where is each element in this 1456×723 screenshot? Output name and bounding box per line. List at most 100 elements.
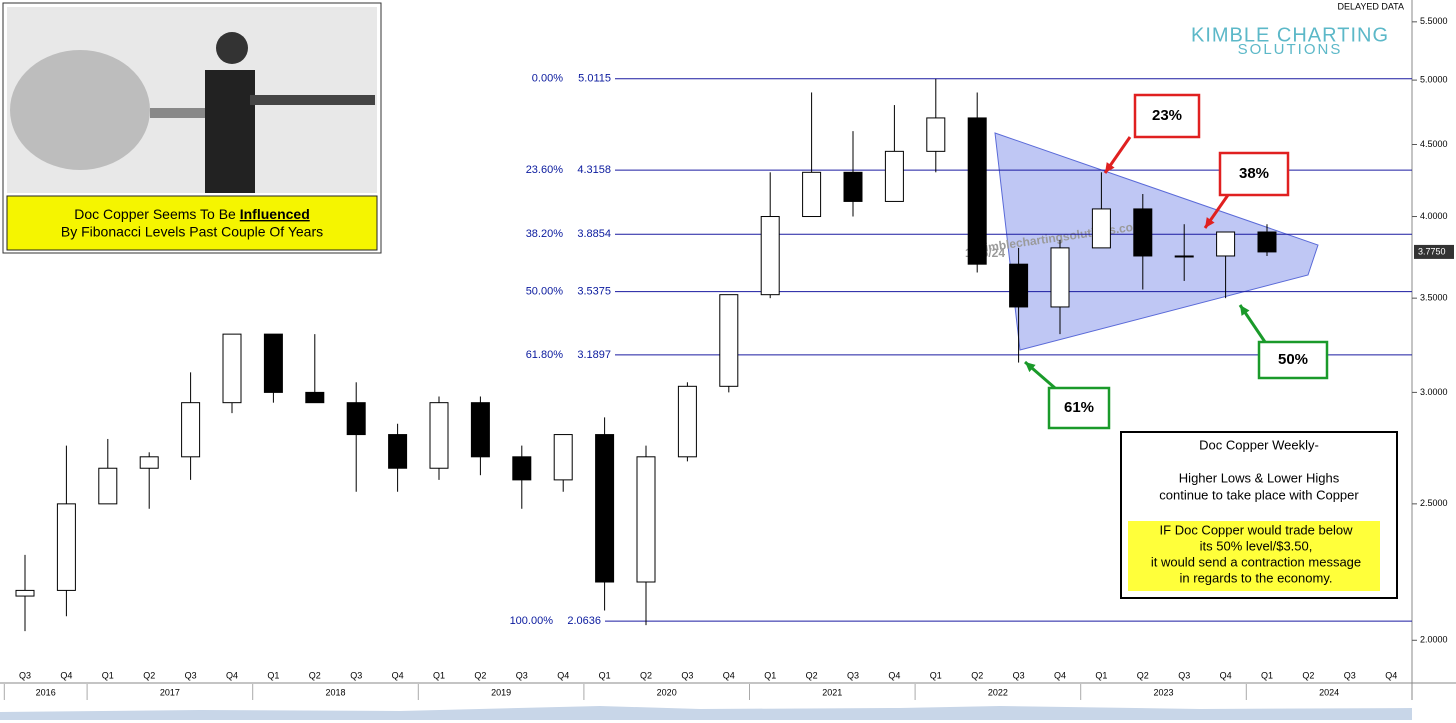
logo-text: KIMBLE CHARTING bbox=[1191, 24, 1389, 46]
year-label: 2017 bbox=[160, 687, 180, 697]
x-tick-label: Q1 bbox=[102, 670, 114, 680]
candle-body bbox=[1216, 231, 1236, 257]
candle-body bbox=[56, 503, 76, 591]
x-tick-label: Q3 bbox=[185, 670, 197, 680]
note-title: Doc Copper Weekly- bbox=[1199, 437, 1319, 452]
callout-arrowhead bbox=[1025, 362, 1036, 373]
data-note: DELAYED DATA bbox=[1337, 1, 1404, 11]
y-tick-label: 4.5000 bbox=[1420, 139, 1448, 149]
candle-body bbox=[1091, 208, 1111, 249]
candle-body bbox=[1257, 231, 1277, 253]
logo-bg bbox=[1188, 24, 1390, 56]
x-tick-label: Q1 bbox=[764, 670, 776, 680]
candle-body bbox=[1009, 263, 1029, 308]
candle-body bbox=[222, 333, 242, 404]
x-tick-label: Q4 bbox=[557, 670, 569, 680]
x-tick-label: Q1 bbox=[599, 670, 611, 680]
fib-percent: 100.00% bbox=[510, 615, 554, 627]
candle-body bbox=[388, 434, 408, 469]
x-tick-label: Q4 bbox=[888, 670, 900, 680]
y-tick-label: 2.0000 bbox=[1420, 635, 1448, 645]
x-tick-label: Q4 bbox=[1385, 670, 1397, 680]
fib-value: 3.8854 bbox=[577, 228, 611, 240]
x-tick-label: Q3 bbox=[516, 670, 528, 680]
year-label: 2018 bbox=[325, 687, 345, 697]
x-tick-label: Q3 bbox=[350, 670, 362, 680]
x-tick-label: Q2 bbox=[1302, 670, 1314, 680]
x-tick-label: Q3 bbox=[19, 670, 31, 680]
y-tick-label: 4.0000 bbox=[1420, 211, 1448, 221]
year-label: 2021 bbox=[822, 687, 842, 697]
candle-body bbox=[346, 402, 366, 436]
year-label: 2022 bbox=[988, 687, 1008, 697]
x-tick-label: Q3 bbox=[1344, 670, 1356, 680]
y-tick-label: 5.0000 bbox=[1420, 74, 1448, 84]
title-text: Doc Copper Seems To Be bbox=[74, 206, 236, 222]
x-tick-label: Q3 bbox=[1178, 670, 1190, 680]
candle-body bbox=[719, 294, 739, 387]
year-label: 2019 bbox=[491, 687, 511, 697]
x-tick-label: Q2 bbox=[1137, 670, 1149, 680]
photo-arms bbox=[250, 95, 375, 105]
callout-arrowhead bbox=[1240, 305, 1250, 316]
x-tick-label: Q4 bbox=[392, 670, 404, 680]
candle-body bbox=[553, 434, 573, 481]
candle-body bbox=[429, 402, 449, 469]
x-tick-label: Q1 bbox=[930, 670, 942, 680]
x-tick-label: Q1 bbox=[433, 670, 445, 680]
fib-value: 4.3158 bbox=[577, 164, 611, 176]
photo-hand bbox=[10, 50, 150, 170]
fib-value: 5.0115 bbox=[578, 73, 611, 85]
fib-value: 2.0636 bbox=[567, 615, 601, 627]
x-tick-label: Q2 bbox=[640, 670, 652, 680]
last-price-label: 3.7750 bbox=[1418, 246, 1446, 256]
x-tick-label: Q2 bbox=[806, 670, 818, 680]
photo-panel: Doc Copper Seems To Be Influenced By Fib… bbox=[2, 2, 382, 254]
candle-body bbox=[98, 467, 118, 505]
callout-box bbox=[1257, 340, 1329, 380]
candle-body bbox=[843, 171, 863, 202]
candle-body bbox=[1174, 255, 1194, 258]
x-tick-label: Q4 bbox=[723, 670, 735, 680]
x-tick-label: Q2 bbox=[143, 670, 155, 680]
year-label: 2023 bbox=[1153, 687, 1173, 697]
fib-percent: 38.20% bbox=[526, 228, 564, 240]
x-tick-label: Q1 bbox=[1261, 670, 1273, 680]
candle-body bbox=[512, 456, 532, 481]
logo-text: SOLUTIONS bbox=[1238, 41, 1343, 58]
candle-body bbox=[636, 456, 656, 583]
fib-percent: 61.80% bbox=[526, 349, 564, 361]
candle-body bbox=[15, 589, 35, 597]
volume-strip bbox=[0, 706, 1412, 720]
candle-body bbox=[1133, 208, 1153, 257]
note-line: Higher Lows & Lower Highs bbox=[1179, 470, 1340, 485]
fib-percent: 23.60% bbox=[526, 164, 564, 176]
x-tick-label: Q3 bbox=[847, 670, 859, 680]
note-highlight-line: in regards to the economy. bbox=[1180, 570, 1333, 585]
logo: KIMBLE CHARTING SOLUTIONS bbox=[1188, 24, 1390, 58]
y-tick-label: 2.5000 bbox=[1420, 498, 1448, 508]
note-highlight-line: its 50% level/$3.50, bbox=[1200, 538, 1313, 553]
note-highlight-line: it would send a contraction message bbox=[1151, 554, 1361, 569]
callout-text: 38% bbox=[1239, 165, 1269, 182]
callout-text: 61% bbox=[1064, 399, 1094, 416]
y-tick-label: 3.0000 bbox=[1420, 387, 1448, 397]
candle-body bbox=[595, 434, 615, 583]
x-tick-label: Q4 bbox=[1220, 670, 1232, 680]
year-label: 2020 bbox=[657, 687, 677, 697]
title-emphasis: Influenced bbox=[240, 206, 310, 222]
note-line: continue to take place with Copper bbox=[1159, 487, 1359, 502]
y-tick-label: 3.5000 bbox=[1420, 293, 1448, 303]
callout-box bbox=[1133, 93, 1201, 139]
x-tick-label: Q3 bbox=[681, 670, 693, 680]
note-highlight bbox=[1128, 521, 1380, 591]
x-tick-label: Q1 bbox=[1095, 670, 1107, 680]
callout-text: 23% bbox=[1152, 107, 1182, 124]
callout-box bbox=[1218, 151, 1290, 197]
candle-body bbox=[263, 333, 283, 393]
y-tick-label: 5.5000 bbox=[1420, 16, 1448, 26]
x-tick-label: Q4 bbox=[60, 670, 72, 680]
x-tick-label: Q2 bbox=[309, 670, 321, 680]
x-tick-label: Q2 bbox=[971, 670, 983, 680]
fib-percent: 0.00% bbox=[532, 73, 563, 85]
